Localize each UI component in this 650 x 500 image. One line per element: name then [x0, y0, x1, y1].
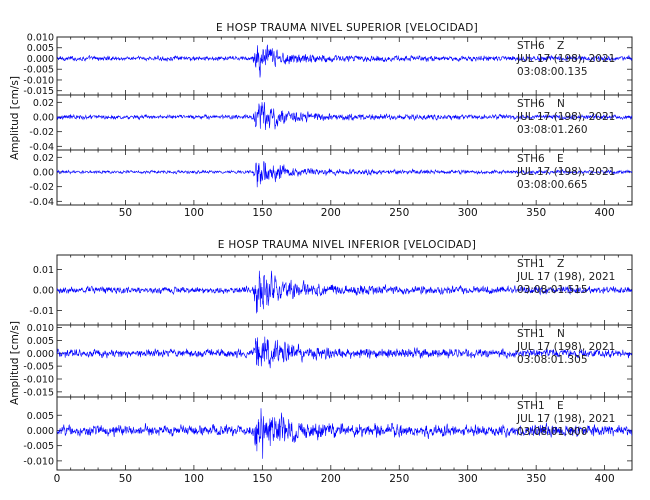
y-tick-label: -0.010	[23, 75, 54, 86]
y-tick-label: 0.005	[27, 411, 54, 422]
date-label: JUL 17 (198), 2021	[516, 53, 615, 65]
y-tick-label: -0.010	[23, 375, 54, 386]
date-label: JUL 17 (198), 2021	[516, 341, 615, 353]
y-tick-label: -0.01	[29, 306, 54, 317]
y-tick-label: 0.02	[33, 153, 54, 164]
waveform-trace	[56, 161, 633, 188]
time-label: 03:08:01.260	[517, 124, 588, 136]
y-tick-label: 0.000	[27, 349, 54, 360]
y-tick-label: -0.010	[23, 456, 54, 467]
x-tick-label: 400	[595, 207, 615, 219]
x-tick-label: 50	[119, 473, 132, 485]
upper-x-tick-labels: 50 100 150 200 250 300 350 400	[119, 207, 615, 219]
x-tick-label: 50	[119, 207, 132, 219]
date-label: JUL 17 (198), 2021	[516, 111, 615, 123]
y-tick-label: -0.04	[29, 197, 54, 208]
y-tick-label: 0.00	[33, 286, 54, 297]
date-label: JUL 17 (198), 2021	[516, 166, 615, 178]
x-tick-label: 350	[526, 207, 546, 219]
y-tick-label: -0.02	[29, 127, 54, 138]
station-label: STH6 Z	[517, 40, 564, 52]
x-tick-label: 100	[184, 207, 204, 219]
waveform-trace	[56, 408, 633, 459]
y-tick-label: 0.010	[27, 33, 54, 44]
y-tick-label: 0.010	[27, 323, 54, 334]
waveform-trace	[56, 336, 633, 369]
station-label: STH1 Z	[517, 258, 564, 270]
lower-x-tick-labels: 0 50 100 150 200 250 300 350 400	[54, 473, 615, 485]
y-tick-label: 0.00	[33, 113, 54, 124]
y-tick-label: -0.02	[29, 182, 54, 193]
station-label: STH6 N	[517, 98, 565, 110]
lower-panel-n: 0.010 0.005 0.000 -0.005 -0.010-0.015 STH1 NJU…	[23, 323, 633, 398]
y-tick-label: 0.000	[27, 54, 54, 65]
lower-chart-title: E HOSP TRAUMA NIVEL INFERIOR [VELOCIDAD]	[218, 239, 476, 251]
time-label: 03:08:01.000	[517, 426, 588, 438]
date-label: JUL 17 (198), 2021	[516, 413, 615, 425]
x-tick-label: 250	[389, 207, 409, 219]
y-tick-label: 0.00	[33, 168, 54, 179]
x-tick-label: 300	[458, 207, 478, 219]
y-tick-label: -0.015	[23, 387, 54, 398]
x-tick-label: 250	[389, 473, 409, 485]
x-tick-label: 150	[252, 473, 272, 485]
waveform-trace	[56, 270, 633, 314]
waveform-trace	[56, 44, 633, 78]
x-tick-label: 200	[321, 473, 341, 485]
y-tick-label: -0.04	[29, 142, 54, 153]
upper-y-axis-label: Amplitud [cm/s]	[9, 76, 21, 160]
time-label: 03:08:00.135	[517, 66, 588, 78]
time-label: 03:08:00.665	[517, 179, 588, 191]
y-tick-label: 0.000	[27, 426, 54, 437]
date-label: JUL 17 (198), 2021	[516, 271, 615, 283]
x-tick-label: 200	[321, 207, 341, 219]
x-tick-label: 300	[458, 473, 478, 485]
waveform-trace	[56, 102, 633, 131]
y-tick-label: 0.005	[27, 336, 54, 347]
y-tick-label: -0.005	[23, 441, 54, 452]
station-label: STH1 N	[517, 328, 565, 340]
station-label: STH1 E	[517, 400, 564, 412]
lower-y-axis-label: Amplitud [cm/s]	[9, 321, 21, 405]
y-tick-label: -0.005	[23, 362, 54, 373]
time-label: 03:08:01.515	[517, 284, 588, 296]
x-tick-label: 150	[252, 207, 272, 219]
y-tick-label: -0.015	[23, 86, 54, 97]
y-tick-label: 0.02	[33, 98, 54, 109]
x-tick-label: 350	[526, 473, 546, 485]
y-tick-label: 0.01	[33, 265, 54, 276]
x-tick-label: 400	[595, 473, 615, 485]
station-label: STH6 E	[517, 153, 564, 165]
y-tick-label: 0.005	[27, 43, 54, 54]
time-label: 03:08:01.305	[517, 354, 588, 366]
x-tick-label: 100	[184, 473, 204, 485]
upper-chart-title: E HOSP TRAUMA NIVEL SUPERIOR [VELOCIDAD]	[216, 22, 478, 34]
y-tick-label: -0.005	[23, 65, 54, 76]
x-tick-label: 0	[54, 473, 61, 485]
